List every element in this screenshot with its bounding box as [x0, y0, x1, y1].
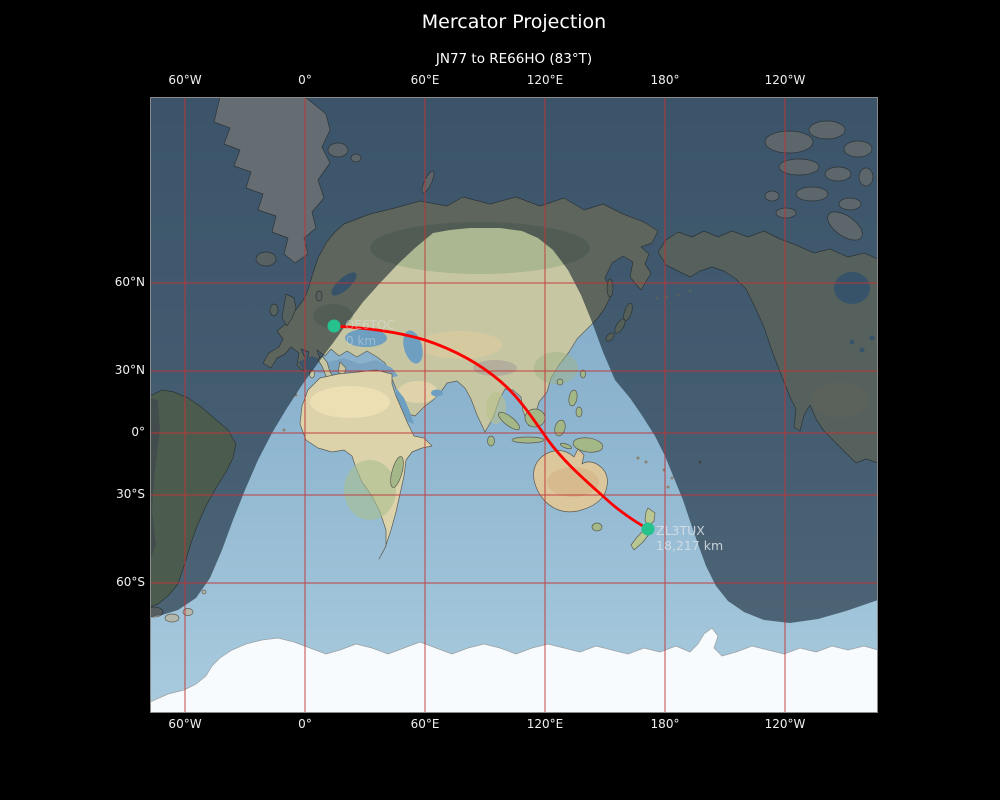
figure-subtitle: JN77 to RE66HO (83°T)	[435, 51, 593, 67]
top-tick-120w: 120°W	[764, 73, 806, 87]
map-canvas	[144, 96, 879, 714]
map-border	[150, 97, 878, 713]
top-tick-120e: 120°E	[526, 73, 564, 87]
left-tick-30n: 30°N	[114, 363, 145, 377]
origin-callsign-label: OE6TQC	[345, 318, 395, 332]
destination-marker	[641, 522, 655, 536]
destination-callsign-label: ZL3TUX	[656, 523, 705, 538]
top-tick-180: 180°	[650, 73, 680, 87]
great-circle-path	[332, 324, 650, 531]
landmass-antarctica	[149, 627, 879, 714]
left-tick-60s: 60°S	[116, 575, 145, 589]
bottom-tick-120w: 120°W	[764, 717, 806, 731]
bottom-tick-180: 180°	[650, 717, 680, 731]
top-tick-60e: 60°E	[410, 73, 440, 87]
left-tick-30s: 30°S	[116, 487, 145, 501]
destination-distance-label: 18,217 km	[656, 538, 724, 553]
bottom-tick-60w: 60°W	[168, 717, 202, 731]
figure-title: Mercator Projection	[421, 11, 607, 33]
night-overlay	[150, 97, 878, 623]
left-tick-60n: 60°N	[114, 275, 145, 289]
bottom-tick-60e: 60°E	[410, 717, 440, 731]
landmass-tasmania	[591, 522, 603, 532]
bottom-tick-0: 0°	[298, 717, 312, 731]
left-tick-0: 0°	[131, 425, 145, 439]
bottom-tick-120e: 120°E	[526, 717, 564, 731]
landmass-madagascar	[390, 456, 404, 488]
origin-distance-label: 0 km	[346, 334, 377, 348]
origin-marker	[327, 319, 341, 333]
top-tick-0: 0°	[298, 73, 312, 87]
mercator-map	[144, 96, 879, 714]
top-tick-60w: 60°W	[168, 73, 202, 87]
graticule	[150, 97, 878, 713]
